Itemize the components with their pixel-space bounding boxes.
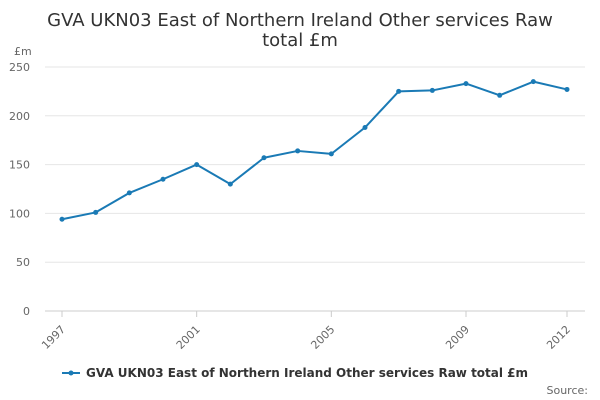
legend-label: GVA UKN03 East of Northern Ireland Other… xyxy=(86,366,528,380)
data-point xyxy=(194,162,200,168)
data-point xyxy=(261,155,267,161)
data-point xyxy=(429,87,435,93)
data-point xyxy=(93,209,99,215)
chart-title-line-2: total £m xyxy=(262,30,338,51)
source-label[interactable]: Source: xyxy=(547,384,589,397)
data-point xyxy=(530,79,536,85)
series-layer xyxy=(59,79,570,222)
x-tick-label: 2001 xyxy=(174,323,203,352)
y-tick-label: 250 xyxy=(9,61,30,74)
x-tick-label: 1997 xyxy=(39,323,68,352)
data-point xyxy=(362,125,368,131)
y-tick-label: 50 xyxy=(16,256,30,269)
legend-swatch-marker xyxy=(68,370,74,376)
data-point xyxy=(160,176,166,182)
data-point xyxy=(227,181,233,187)
data-point xyxy=(564,86,570,92)
data-point xyxy=(497,92,503,98)
data-point xyxy=(463,81,469,87)
data-point xyxy=(396,88,402,94)
x-tick-label: 2009 xyxy=(443,323,472,352)
legend[interactable]: GVA UKN03 East of Northern Ireland Other… xyxy=(62,366,528,380)
y-axis-ticks: 0 50 100 150 200 250 xyxy=(9,61,30,318)
y-tick-label: 150 xyxy=(9,159,30,172)
x-tick-label: 2005 xyxy=(308,323,337,352)
y-axis-unit-label: £m xyxy=(14,45,32,58)
data-point xyxy=(126,190,132,196)
x-axis-ticks: 1997 2001 2005 2009 2012 xyxy=(39,311,573,352)
y-tick-label: 200 xyxy=(9,110,30,123)
grid-lines xyxy=(45,66,585,312)
x-tick-label: 2012 xyxy=(544,323,573,352)
y-tick-label: 0 xyxy=(23,305,30,318)
data-point xyxy=(59,216,65,222)
series-line xyxy=(61,80,568,221)
y-tick-label: 100 xyxy=(9,207,30,220)
chart-title-line-1: GVA UKN03 East of Northern Ireland Other… xyxy=(47,10,553,31)
data-point xyxy=(328,151,334,157)
data-point xyxy=(295,148,301,154)
